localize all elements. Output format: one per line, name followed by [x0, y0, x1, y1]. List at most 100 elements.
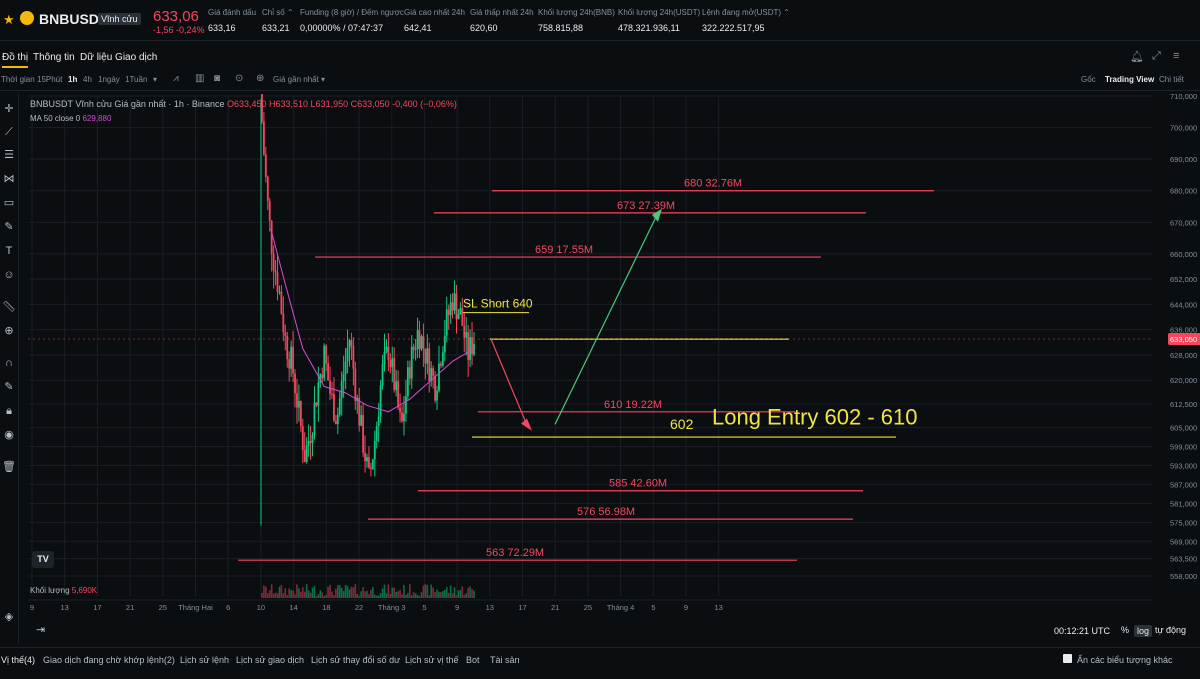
- candle-body: [298, 400, 300, 408]
- price-chart[interactable]: 710,000 700,000 690,000 680,000 670,000 660,0…: [24, 94, 1200, 620]
- pitchfork-icon[interactable]: ⋈: [3, 173, 15, 185]
- expand-icon[interactable]: ⤢: [1152, 50, 1161, 62]
- tab-trade-history[interactable]: Lịch sử giao dịch: [236, 655, 305, 665]
- interval-1d[interactable]: 1ngày: [98, 75, 120, 84]
- volume-bar: [303, 591, 306, 598]
- volume-bar: [436, 589, 438, 598]
- favorite-star-icon[interactable]: ★: [3, 12, 15, 27]
- volume-bar: [360, 591, 362, 598]
- level-label-659: 659 17.55M: [535, 244, 593, 256]
- x-axis-tick-label: 13: [61, 603, 69, 612]
- view-depth[interactable]: Chi tiết: [1159, 75, 1184, 84]
- zoom-in-icon[interactable]: ⊕: [4, 325, 14, 337]
- percent-scale-toggle[interactable]: %: [1121, 625, 1130, 635]
- candle-body: [459, 308, 462, 315]
- candle-body: [282, 313, 285, 333]
- tab-order-history[interactable]: Lịch sử lệnh: [180, 655, 230, 665]
- candle-body: [467, 332, 470, 360]
- candle-body: [371, 459, 374, 469]
- candle-body: [364, 452, 366, 462]
- stat-mark-price: Giá đánh dấu 633,16: [208, 8, 257, 33]
- rectangle-icon[interactable]: ▭: [3, 197, 15, 209]
- layers-icon[interactable]: ◈: [4, 611, 14, 623]
- candle-body: [426, 348, 429, 364]
- candle-body: [286, 336, 289, 360]
- candle-body: [270, 220, 273, 254]
- volume-label: Khối lượng: [30, 586, 70, 595]
- volume-bar: [457, 590, 460, 598]
- hide-symbols-checkbox[interactable]: [1063, 654, 1072, 663]
- volume-bar: [428, 595, 431, 598]
- tab-position-history[interactable]: Lịch sử vị thế: [405, 655, 459, 665]
- candle-body: [389, 360, 392, 368]
- trash-icon[interactable]: 🗑︎: [2, 461, 16, 473]
- lock-icon[interactable]: 🔒︎: [6, 405, 12, 417]
- replay-icon[interactable]: ⊙: [235, 73, 244, 84]
- eye-icon[interactable]: ◉: [4, 429, 14, 441]
- candle-body: [405, 396, 407, 414]
- candle-body: [336, 414, 339, 424]
- camera-icon[interactable]: ◙: [214, 73, 221, 84]
- price-type-select[interactable]: Giá gần nhất ▾: [273, 75, 326, 84]
- log-scale-toggle[interactable]: log: [1134, 625, 1153, 637]
- candle-body: [311, 435, 314, 443]
- tab-balance-history[interactable]: Lịch sử thay đổi số dư: [311, 655, 401, 665]
- chart-tabs: Đồ thị Thông tin Dữ liệu Giao dịch 🔔︎ ⤢ …: [0, 44, 1200, 68]
- volume-bar: [348, 589, 351, 598]
- volume-bar: [274, 592, 277, 598]
- lock-drawing-icon[interactable]: ✎: [4, 381, 14, 393]
- legend-ohlc: O633,450 H633,510 L631,950 C633,050 -0,4…: [226, 99, 457, 109]
- candle-body: [428, 348, 431, 382]
- volume-bar: [438, 591, 440, 598]
- tab-assets[interactable]: Tài sản: [490, 655, 520, 665]
- tab-bot[interactable]: Bot: [466, 655, 480, 665]
- text-icon[interactable]: T: [5, 245, 13, 257]
- candle-body: [465, 332, 468, 338]
- interval-1h[interactable]: 1h: [68, 75, 78, 84]
- candle-body: [307, 441, 310, 446]
- candle-body: [381, 364, 384, 386]
- indicator-icon[interactable]: ⩘: [173, 73, 179, 84]
- interval-1w[interactable]: 1Tuần: [125, 75, 148, 84]
- emoji-icon[interactable]: ☺: [3, 269, 15, 281]
- date-range-icon[interactable]: ⇥: [36, 624, 46, 636]
- candle-body: [391, 358, 394, 368]
- crosshair-icon[interactable]: ✛: [4, 103, 14, 115]
- ticker-header: ★ BNBUSDT Vĩnh cửu 633,06 -1,56 -0,24% G…: [0, 0, 1200, 41]
- view-original[interactable]: Gốc: [1081, 75, 1096, 84]
- tab-positions[interactable]: Vị thế(4): [1, 655, 36, 665]
- y-axis-tick-label: 644,000: [1170, 300, 1197, 309]
- add-icon[interactable]: ⊕: [256, 73, 265, 84]
- tab-chart[interactable]: Đồ thị: [2, 52, 29, 68]
- layout-icon[interactable]: ▥: [195, 73, 205, 84]
- auto-scale-toggle[interactable]: tự động: [1155, 625, 1187, 635]
- interval-15m[interactable]: 15Phút: [37, 75, 63, 84]
- x-axis-tick-label: 5: [422, 603, 426, 612]
- dropdown-caret-icon[interactable]: ▾: [153, 75, 158, 84]
- volume-bar: [329, 584, 331, 598]
- candle-body: [375, 425, 378, 442]
- view-trading-view[interactable]: Trading View: [1105, 75, 1155, 84]
- tab-trading-data[interactable]: Dữ liệu Giao dịch: [80, 52, 158, 63]
- y-axis-tick-label: 636,000: [1170, 326, 1197, 335]
- trendline-icon[interactable]: ⟋: [5, 126, 13, 138]
- symbol-name[interactable]: BNBUSDT: [39, 11, 108, 27]
- candle-body: [358, 397, 361, 426]
- tab-info[interactable]: Thông tin: [33, 52, 75, 63]
- horizontal-lines-icon[interactable]: ☰: [4, 149, 14, 161]
- ruler-icon[interactable]: 📏︎: [2, 301, 16, 313]
- bell-icon[interactable]: 🔔︎: [1130, 51, 1144, 63]
- candle-body: [331, 393, 333, 395]
- contract-type-badge: Vĩnh cửu: [98, 13, 141, 25]
- arrow-down-red: [490, 338, 529, 428]
- menu-icon[interactable]: ≡: [1173, 50, 1180, 62]
- brush-icon[interactable]: ✎: [4, 221, 14, 233]
- ma-50-line: [270, 228, 475, 413]
- candle-body: [268, 200, 271, 221]
- tab-open-orders[interactable]: Giao dịch đang chờ khớp lệnh(2): [43, 655, 175, 665]
- x-axis-tick-label: 9: [455, 603, 459, 612]
- volume-bar: [430, 584, 432, 598]
- magnet-icon[interactable]: ∩: [5, 357, 13, 369]
- volume-value: 5,690K: [71, 586, 98, 595]
- interval-4h[interactable]: 4h: [83, 75, 92, 84]
